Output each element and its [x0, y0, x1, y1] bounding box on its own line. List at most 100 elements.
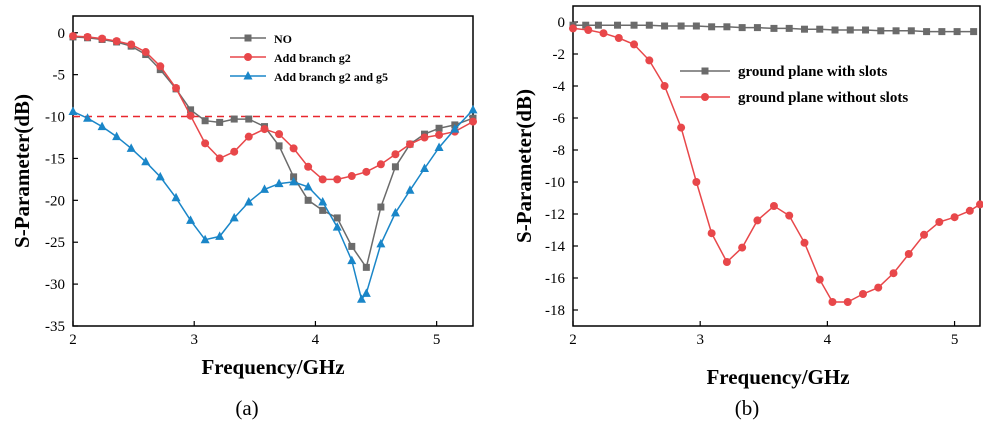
- data-point: [155, 171, 165, 181]
- x-tick-label: 2: [569, 332, 577, 348]
- series-ground-plane-with-slots: [569, 21, 978, 36]
- data-point: [892, 27, 900, 35]
- plot-area-b: [572, 5, 981, 327]
- data-point: [361, 288, 371, 297]
- data-point: [275, 130, 284, 139]
- data-point: [722, 258, 731, 266]
- y-tick-label: 0: [58, 26, 66, 42]
- series-ground-plane-without-slots: [569, 24, 983, 306]
- series-add-branch-g2: [69, 32, 477, 184]
- data-point: [420, 133, 429, 142]
- y-axis-title-a: S-Parameter(dB): [10, 94, 34, 248]
- data-point: [970, 28, 978, 36]
- legend-a: NO Add branch g2 Add branch g2 and g5: [230, 32, 388, 84]
- data-point: [69, 32, 77, 41]
- panel-label-b: (b): [735, 396, 760, 420]
- data-point: [434, 142, 444, 152]
- y-tick-label: -6: [553, 111, 566, 127]
- data-point: [435, 124, 443, 132]
- data-point: [599, 29, 608, 38]
- data-point: [319, 206, 327, 214]
- legend-marker: [244, 34, 252, 42]
- y-tick-label: -14: [545, 239, 565, 255]
- data-point: [304, 162, 313, 171]
- data-point: [785, 211, 794, 220]
- data-point: [377, 203, 385, 211]
- y-axis-title-b: S-Parameter(dB): [512, 89, 536, 243]
- data-point: [450, 124, 460, 133]
- series-line: [572, 27, 981, 303]
- data-point: [390, 207, 400, 217]
- panel-label-a: (a): [235, 396, 258, 420]
- y-tick-label: -25: [45, 235, 65, 251]
- y-tick-label: -10: [545, 175, 565, 191]
- series-no: [69, 33, 477, 271]
- data-point: [953, 28, 961, 36]
- y-tick-label: 0: [558, 15, 566, 31]
- data-point: [965, 206, 974, 215]
- data-point: [594, 21, 602, 29]
- x-tick-label: 4: [312, 332, 320, 348]
- data-point: [770, 24, 778, 32]
- data-point: [260, 184, 270, 193]
- y-axis-b: 0 -2 -4 -6 -8 -10 -12 -14 -16 -18: [545, 15, 578, 319]
- y-tick-label: -4: [553, 79, 566, 95]
- data-point: [938, 28, 946, 36]
- y-tick-label: -18: [545, 303, 565, 319]
- data-point: [229, 212, 239, 222]
- data-point: [707, 229, 716, 238]
- y-tick-label: -20: [45, 193, 65, 209]
- series-group-a: [68, 32, 478, 303]
- data-point: [156, 62, 165, 71]
- data-point: [200, 234, 210, 244]
- data-point: [112, 37, 121, 46]
- data-point: [645, 56, 654, 65]
- data-point: [348, 242, 356, 250]
- data-point: [584, 26, 593, 34]
- series-group-b: [569, 21, 983, 306]
- x-tick-label: 5: [433, 332, 441, 348]
- data-point: [356, 294, 366, 303]
- legend-marker: [244, 53, 252, 61]
- data-point: [245, 115, 253, 123]
- y-axis-a: 0 -5 -10 -15 -20 -25 -30 -35: [45, 26, 78, 335]
- x-tick-label: 3: [696, 332, 704, 348]
- data-point: [83, 32, 92, 41]
- data-point: [753, 24, 761, 32]
- legend-label: ground plane without slots: [738, 90, 908, 106]
- data-point: [976, 200, 983, 209]
- data-point: [318, 175, 327, 184]
- data-point: [692, 178, 701, 186]
- legend-label: Add branch g2: [274, 51, 351, 65]
- data-point: [127, 40, 136, 49]
- series-add-branch-g2-and-g5: [68, 104, 478, 303]
- y-tick-label: -15: [45, 151, 65, 167]
- data-point: [201, 117, 209, 125]
- data-point: [376, 160, 385, 169]
- data-point: [244, 197, 254, 206]
- data-point: [230, 115, 238, 123]
- data-point: [216, 118, 224, 126]
- y-tick-label: -35: [45, 319, 65, 335]
- data-point: [816, 25, 824, 33]
- data-point: [187, 106, 195, 114]
- data-point: [275, 142, 283, 150]
- legend-b: ground plane with slots ground plane with…: [680, 64, 908, 106]
- data-point: [950, 213, 959, 222]
- data-point: [877, 27, 885, 35]
- legend-marker: [243, 71, 253, 80]
- data-point: [723, 23, 731, 31]
- data-point: [304, 196, 312, 204]
- data-point: [753, 216, 762, 225]
- data-point: [391, 163, 399, 171]
- data-point: [630, 21, 638, 29]
- x-tick-label: 2: [69, 332, 77, 348]
- data-point: [97, 121, 107, 131]
- data-point: [333, 214, 341, 222]
- series-line: [72, 36, 474, 270]
- data-point: [391, 150, 400, 159]
- data-point: [828, 298, 837, 306]
- data-point: [569, 24, 577, 33]
- data-point: [800, 238, 809, 247]
